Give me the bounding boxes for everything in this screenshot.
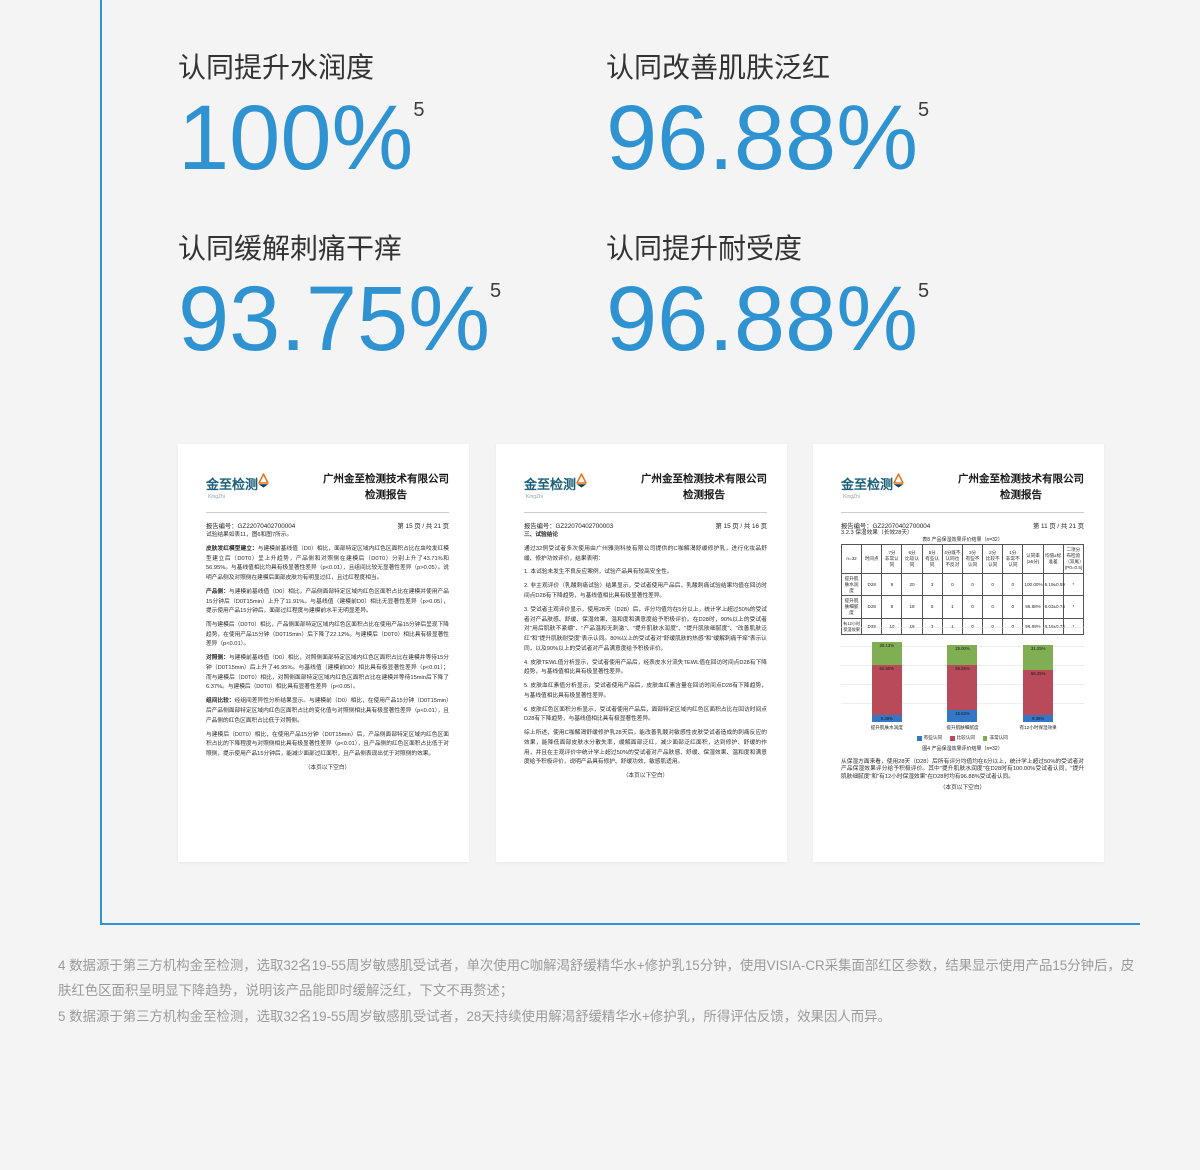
svg-text:金至检测: 金至检测	[524, 477, 576, 492]
svg-text:KingZhi: KingZhi	[843, 494, 860, 500]
svg-text:KingZhi: KingZhi	[208, 494, 225, 500]
svg-text:金至检测: 金至检测	[206, 477, 258, 492]
svg-text:金至检测: 金至检测	[841, 477, 893, 492]
svg-text:KingZhi: KingZhi	[526, 494, 543, 500]
